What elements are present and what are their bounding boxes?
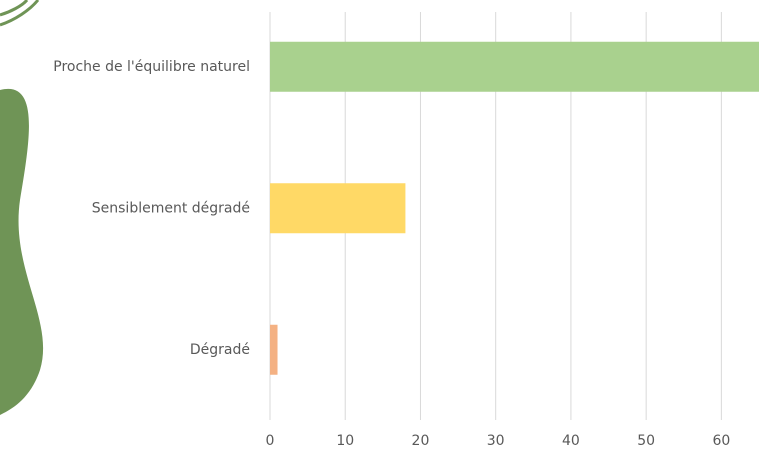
x-tick-label: 20 (412, 433, 430, 449)
x-tick-label: 40 (562, 433, 580, 449)
y-tick-label: Proche de l'équilibre naturel (53, 59, 250, 75)
decorative-shape (0, 88, 44, 416)
x-tick-label: 60 (712, 433, 730, 449)
bar (270, 183, 406, 234)
y-tick-label: Sensiblement dégradé (92, 200, 250, 216)
x-tick-label: 30 (487, 433, 505, 449)
decorative-arc (0, 0, 40, 27)
bar (270, 324, 278, 375)
bar (270, 41, 759, 92)
x-tick-label: 10 (336, 433, 354, 449)
decorative-arc (0, 0, 29, 17)
x-tick-label: 0 (266, 433, 275, 449)
y-tick-label: Dégradé (190, 342, 250, 358)
x-tick-label: 50 (637, 433, 655, 449)
